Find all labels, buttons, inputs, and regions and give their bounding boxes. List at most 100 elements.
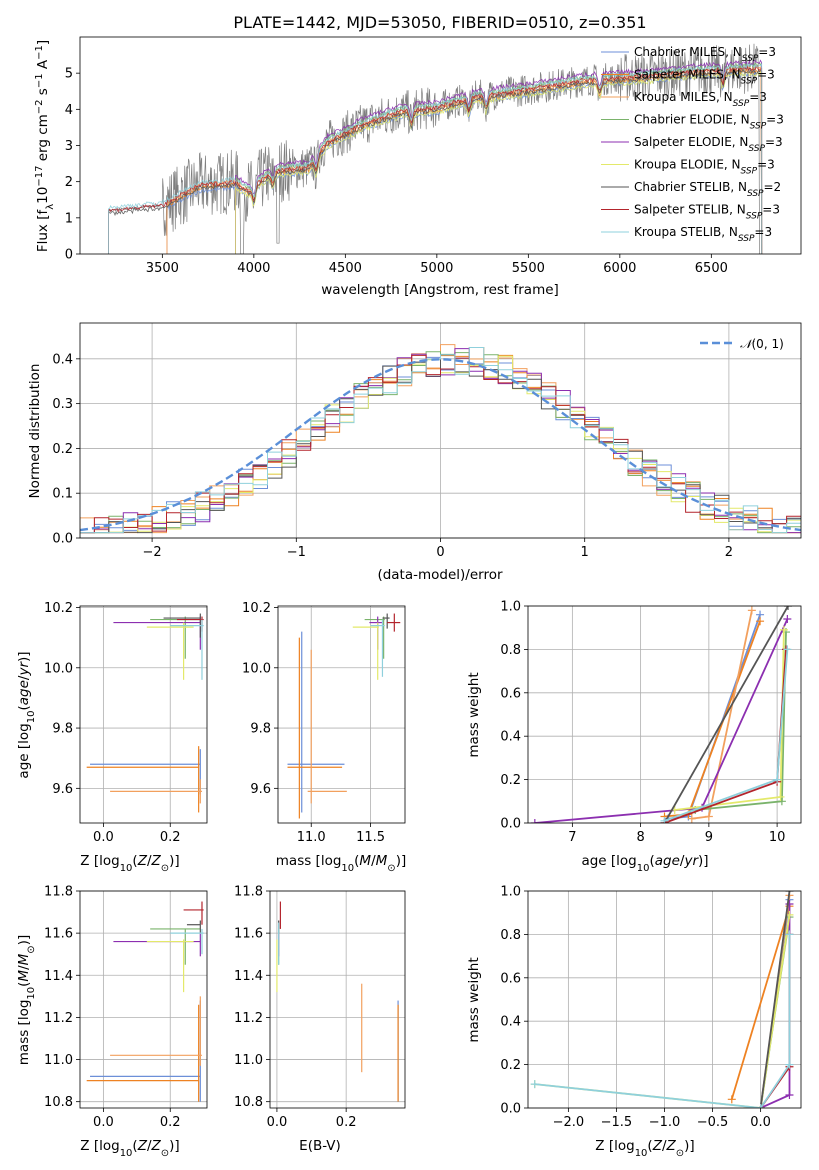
residuals-xtick-label: 1	[581, 545, 589, 560]
massweight-vs-age-marker	[779, 625, 788, 634]
age-vs-z-ytick-label: 9.6	[52, 782, 73, 797]
spectrum-model-line-5	[235, 59, 763, 254]
spectrum-legend-entry: Chabrier STELIB, NSSP=2	[634, 180, 781, 199]
massweight-vs-z-xtick-label: −0.5	[697, 1115, 729, 1130]
spectrum-legend-entry: Kroupa STELIB, NSSP=3	[634, 225, 772, 244]
massweight-vs-z-xtick-label: −1.0	[649, 1115, 681, 1130]
mass-vs-ebv-ytick-label: 11.0	[234, 1053, 263, 1068]
massweight-vs-z-ytick-label: 0.2	[500, 1058, 521, 1073]
mass-vs-ebv-ticks: 0.0 0.2 10.8 11.0 11.2 11.4 11.6 11.8	[234, 885, 356, 1131]
residuals-ytick-label: 0.1	[52, 487, 73, 502]
residuals-panel: −2 −1 0 1 2 0.0 0.1 0.2 0.3 0.4 𝒩(0, 1)	[52, 322, 802, 560]
massweight-vs-z-series-9	[534, 934, 791, 1108]
age-vs-z-xtick-label: 0.0	[93, 830, 114, 845]
massweight-vs-age-marker	[777, 797, 786, 806]
massweight-vs-z-marker	[785, 930, 794, 939]
mass-vs-z-ytick-label: 11.4	[44, 969, 73, 984]
mass-vs-z-ytick-label: 11.6	[44, 927, 73, 942]
mass-vs-z-point-8	[183, 901, 204, 925]
spectrum-legend-entry: Salpeter ELODIE, NSSP=3	[634, 135, 783, 154]
massweight-vs-z-xtick-label: −1.5	[601, 1115, 633, 1130]
residuals-ytick-label: 0.0	[52, 532, 73, 547]
residuals-ytick-label: 0.4	[52, 352, 73, 367]
mass-vs-z-ytick-label: 11.2	[44, 1011, 73, 1026]
age-vs-z-frame	[79, 605, 208, 824]
age-vs-z-xtick-label: 0.2	[160, 830, 181, 845]
mass-vs-z-xlabel: Z [log10(Z/Z⊙)]	[80, 1138, 179, 1159]
spectrum-xtick-label: 4500	[329, 261, 362, 276]
massweight-vs-z-marker	[727, 1095, 736, 1104]
massweight-vs-age-marker	[776, 792, 785, 801]
age-vs-mass-point-4	[364, 616, 385, 659]
mass-vs-ebv-xtick-label: 0.2	[336, 1115, 357, 1130]
massweight-vs-z-marker	[785, 1060, 794, 1069]
massweight-vs-z-series-2	[730, 905, 791, 1100]
spectrum-ytick-label: 2	[65, 175, 73, 190]
spectrum-legend-entry: Chabrier ELODIE, NSSP=3	[634, 113, 784, 132]
mass-vs-z-point-3	[110, 996, 202, 1066]
massweight-vs-age-series-7	[663, 606, 789, 823]
residuals-xtick-label: −2	[143, 545, 162, 560]
spectrum-model-line-6	[235, 70, 763, 254]
massweight-vs-age-marker	[783, 615, 792, 624]
age-vs-mass-ytick-label: 10.0	[242, 661, 271, 676]
massweight-vs-age-plot-area	[530, 606, 793, 823]
mass-vs-z-ytick-label: 11.8	[44, 885, 73, 900]
age-vs-z-point-6	[146, 622, 194, 680]
spectrum-legend: Chabrier MILES, NSSP=3 Salpeter MILES, NS…	[601, 45, 784, 244]
age-vs-mass-xtick-label: 11.0	[297, 830, 326, 845]
spectrum-xtick-label: 4000	[237, 261, 270, 276]
mass-vs-z-point-4	[150, 928, 201, 965]
massweight-vs-z-marker	[530, 1080, 539, 1089]
massweight-vs-z-marker	[785, 900, 794, 909]
residuals-ylabel: Normed distribution	[27, 364, 43, 499]
massweight-vs-z-ytick-label: 0.4	[500, 1015, 521, 1030]
age-vs-mass-point-8	[387, 613, 401, 632]
spectrum-ytick-label: 5	[65, 67, 73, 82]
residuals-frame	[79, 322, 802, 539]
mass-vs-z-xtick-label: 0.2	[160, 1115, 181, 1130]
spectrum-xtick-label: 5500	[512, 261, 545, 276]
age-vs-mass-point-9	[370, 619, 385, 677]
mass-vs-z-panel: 0.0 0.2 10.8 11.0 11.2 11.4 11.6 11.8	[44, 885, 208, 1131]
spectrum-xtick-label: 6500	[695, 261, 728, 276]
spectrum-xtick-label: 6000	[603, 261, 636, 276]
mass-vs-z-xtick-label: 0.0	[93, 1115, 114, 1130]
mass-vs-ebv-frame	[269, 890, 406, 1109]
age-vs-mass-xtick-label: 11.5	[356, 830, 385, 845]
residuals-xlabel: (data-model)/error	[377, 567, 503, 583]
spectrum-legend-entry: Salpeter STELIB, NSSP=3	[634, 203, 780, 222]
massweight-vs-age-marker	[756, 617, 765, 626]
massweight-vs-age-xtick-label: 10	[769, 830, 786, 845]
age-vs-z-ytick-label: 10.0	[44, 661, 73, 676]
massweight-vs-age-xlabel: age [log10(age/yr)]	[581, 853, 708, 874]
spectrum-frame	[79, 36, 802, 255]
massweight-vs-age-ytick-label: 0.2	[500, 773, 521, 788]
mass-vs-z-ticks: 0.0 0.2 10.8 11.0 11.2 11.4 11.6 11.8	[44, 885, 181, 1131]
mass-vs-ebv-plot-area	[276, 901, 399, 1102]
age-vs-z-ytick-label: 9.8	[52, 722, 73, 737]
residuals-ytick-label: 0.3	[52, 397, 73, 412]
mass-vs-z-ytick-label: 11.0	[44, 1053, 73, 1068]
residuals-xtick-label: 2	[725, 545, 733, 560]
age-vs-mass-frame	[277, 605, 406, 824]
massweight-vs-age-xtick-label: 8	[636, 830, 644, 845]
massweight-vs-z-series-7	[759, 891, 791, 1108]
massweight-vs-z-xtick-label: −2.0	[553, 1115, 585, 1130]
spectrum-ylabel: Flux [fλ10−17 erg cm−2 s−1 A−1]	[34, 40, 56, 252]
age-vs-z-point-9	[170, 619, 204, 680]
age-vs-mass-point-2	[287, 637, 343, 819]
spectrum-xlabel: wavelength [Angstrom, rest frame]	[321, 282, 559, 298]
age-vs-mass-plot-area	[287, 613, 401, 819]
spectrum-model-line-9	[108, 62, 763, 254]
age-vs-z-ylabel: age [log10(age/yr)]	[16, 651, 37, 778]
age-vs-mass-point-3	[307, 649, 347, 804]
massweight-vs-age-ytick-label: 0.0	[500, 817, 521, 832]
age-vs-mass-ytick-label: 10.2	[242, 601, 271, 616]
mass-vs-z-plot-area	[86, 901, 204, 1102]
age-vs-z-point-2	[86, 746, 200, 813]
massweight-vs-age-xtick-label: 7	[568, 830, 576, 845]
mass-vs-ebv-xlabel: E(B-V)	[299, 1138, 341, 1154]
mass-vs-z-ylabel: mass [log10(M/M⊙)]	[16, 935, 37, 1065]
mass-vs-z-point-6	[146, 939, 194, 993]
